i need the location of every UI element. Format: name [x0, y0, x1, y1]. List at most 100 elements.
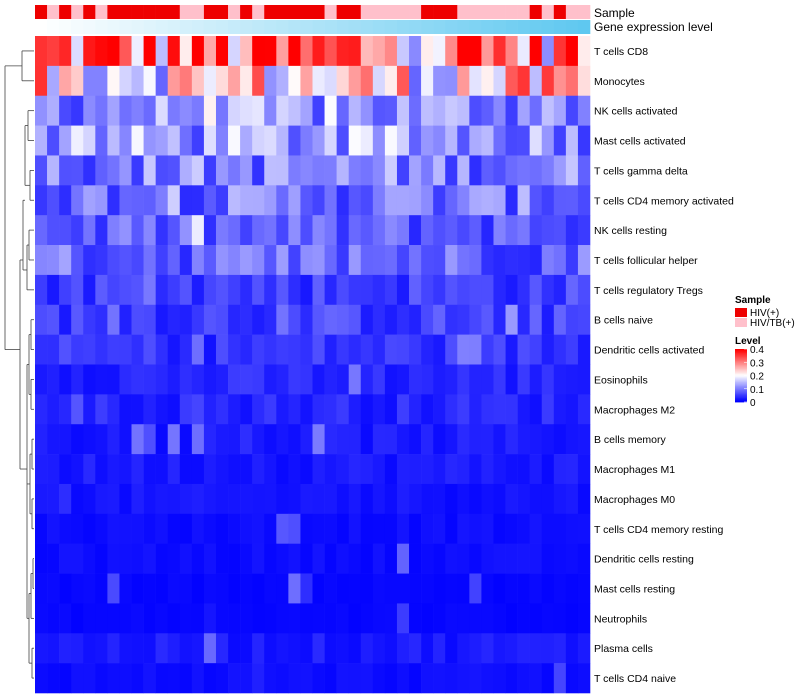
heatmap-cell	[288, 663, 301, 694]
heatmap-cell	[457, 155, 470, 186]
heatmap-cell	[553, 65, 567, 97]
heatmap-cell	[553, 483, 567, 515]
heatmap-cell	[348, 424, 362, 455]
heatmap-cell	[372, 513, 386, 544]
heatmap-cell	[553, 245, 567, 276]
row-dendrogram	[4, 50, 34, 679]
heatmap-cell	[47, 633, 60, 664]
heatmap-cell	[300, 663, 313, 694]
heatmap-cell	[47, 394, 60, 425]
legend-gradient-step	[735, 388, 747, 391]
heatmap-cell	[203, 483, 217, 515]
heatmap-cell	[288, 364, 301, 395]
heatmap-cell	[348, 36, 362, 67]
heatmap-cell	[396, 424, 410, 455]
heatmap-cell	[360, 155, 374, 186]
expression-annotation-cell	[179, 20, 193, 34]
heatmap-cell	[155, 65, 169, 97]
heatmap-cell	[276, 215, 289, 246]
heatmap-cell	[228, 334, 241, 365]
heatmap-cell	[541, 483, 555, 515]
heatmap-cell	[35, 663, 48, 694]
heatmap-cell	[553, 304, 567, 335]
legend-gradient-step	[735, 360, 747, 363]
heatmap-cell	[577, 364, 591, 395]
expression-annotation-cell	[517, 20, 530, 34]
heatmap-cell	[47, 483, 60, 515]
heatmap-cell	[445, 663, 458, 694]
heatmap-cell	[119, 95, 132, 126]
heatmap-cell	[577, 215, 591, 246]
heatmap-cell	[312, 454, 325, 485]
heatmap-cell	[493, 633, 506, 664]
heatmap-cell	[493, 573, 506, 604]
heatmap-cell	[276, 95, 289, 126]
sample-annotation-cell	[384, 5, 398, 19]
heatmap-cell	[445, 65, 458, 97]
heatmap-cell	[167, 245, 181, 276]
heatmap-cell	[433, 65, 446, 97]
heatmap-cell	[541, 36, 555, 67]
heatmap-cell	[360, 364, 374, 395]
heatmap-cell	[47, 125, 60, 156]
heatmap-cell	[203, 185, 217, 216]
expression-annotation-cell	[457, 20, 470, 34]
heatmap-cell	[529, 215, 543, 246]
heatmap-cell	[517, 483, 530, 515]
heatmap-cell	[264, 245, 277, 276]
heatmap-cell	[95, 334, 108, 365]
heatmap-cell	[131, 483, 144, 515]
heatmap-cell	[445, 304, 458, 335]
heatmap-cell	[167, 483, 181, 515]
row-label: Plasma cells	[594, 643, 653, 655]
heatmap-cell	[95, 603, 108, 634]
heatmap-cell	[252, 663, 265, 694]
heatmap-cell	[288, 633, 301, 664]
heatmap-cell	[433, 663, 446, 694]
heatmap-cell	[252, 394, 265, 425]
heatmap-cell	[203, 245, 217, 276]
heatmap-cell	[457, 663, 470, 694]
heatmap-cell	[324, 65, 337, 97]
heatmap-cell	[83, 274, 96, 306]
legend-gradient-step	[735, 392, 747, 395]
heatmap-cell	[384, 663, 398, 694]
heatmap-cell	[336, 304, 349, 335]
heatmap-cell	[336, 543, 349, 574]
heatmap-cell	[191, 155, 205, 186]
heatmap-cell	[348, 364, 362, 395]
heatmap-cell	[264, 394, 277, 425]
heatmap-cell	[300, 215, 313, 246]
heatmap-cell	[300, 424, 313, 455]
heatmap-cell	[517, 274, 530, 306]
heatmap-cell	[469, 513, 482, 544]
heatmap-cell	[143, 304, 156, 335]
heatmap-cell	[324, 155, 337, 186]
heatmap-cell	[324, 185, 337, 216]
heatmap-cell	[288, 215, 301, 246]
heatmap-cell	[264, 364, 277, 395]
heatmap-cell	[228, 155, 241, 186]
heatmap-cell	[35, 185, 48, 216]
heatmap-cell	[384, 334, 398, 365]
heatmap-cell	[324, 603, 337, 634]
heatmap-cell	[240, 603, 253, 634]
heatmap-cell	[529, 364, 543, 395]
heatmap-cell	[445, 543, 458, 574]
heatmap-cell	[469, 304, 482, 335]
heatmap-cell	[119, 274, 132, 306]
heatmap-cell	[336, 245, 349, 276]
heatmap-cell	[312, 334, 325, 365]
heatmap-cell	[276, 483, 289, 515]
heatmap-cell	[47, 274, 60, 306]
heatmap-cell	[565, 573, 579, 604]
heatmap-cell	[336, 185, 349, 216]
heatmap-cell	[119, 36, 132, 67]
heatmap-cell	[35, 65, 48, 97]
heatmap-cell	[312, 36, 325, 67]
heatmap-cell	[240, 483, 253, 515]
heatmap-cell	[59, 65, 72, 97]
legend-gradient-step	[735, 356, 747, 359]
legend-gradient-step	[735, 375, 747, 378]
heatmap-cell	[191, 274, 205, 306]
